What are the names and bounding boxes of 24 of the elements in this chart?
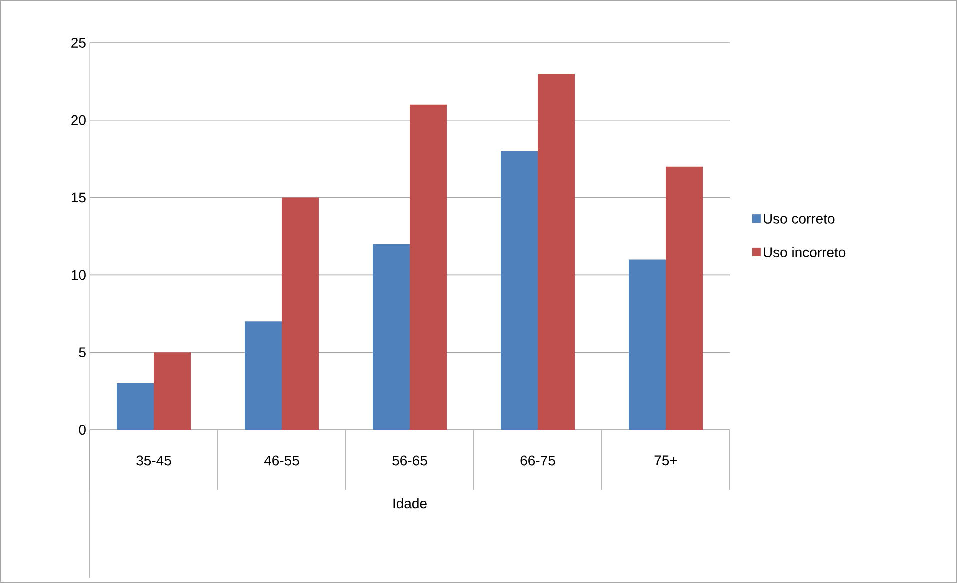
y-tick-label: 10 bbox=[72, 270, 86, 280]
y-tick-label: 5 bbox=[79, 348, 86, 358]
bar bbox=[538, 74, 576, 430]
bar bbox=[154, 352, 192, 430]
x-tick-label: 46-55 bbox=[264, 456, 300, 466]
x-tick-label: 35-45 bbox=[136, 456, 172, 466]
x-tick-label: 75+ bbox=[654, 456, 678, 466]
bar bbox=[629, 260, 666, 430]
bar bbox=[501, 151, 538, 430]
y-tick-label: 15 bbox=[72, 192, 86, 203]
x-tick-label: 56-65 bbox=[392, 456, 428, 466]
legend-label: Uso correto bbox=[764, 214, 835, 224]
bar bbox=[245, 322, 282, 430]
bar bbox=[117, 384, 154, 430]
x-tick-label: 66-75 bbox=[520, 456, 556, 466]
bar bbox=[410, 104, 448, 430]
legend-label: Uso incorreto bbox=[764, 247, 846, 258]
bar bbox=[282, 198, 320, 430]
bar bbox=[666, 166, 704, 430]
y-tick-label: 0 bbox=[79, 425, 86, 435]
y-tick-label: 20 bbox=[72, 115, 86, 126]
bar bbox=[373, 244, 410, 430]
y-tick-label: 25 bbox=[72, 38, 86, 48]
x-axis-title: Idade bbox=[394, 498, 427, 509]
